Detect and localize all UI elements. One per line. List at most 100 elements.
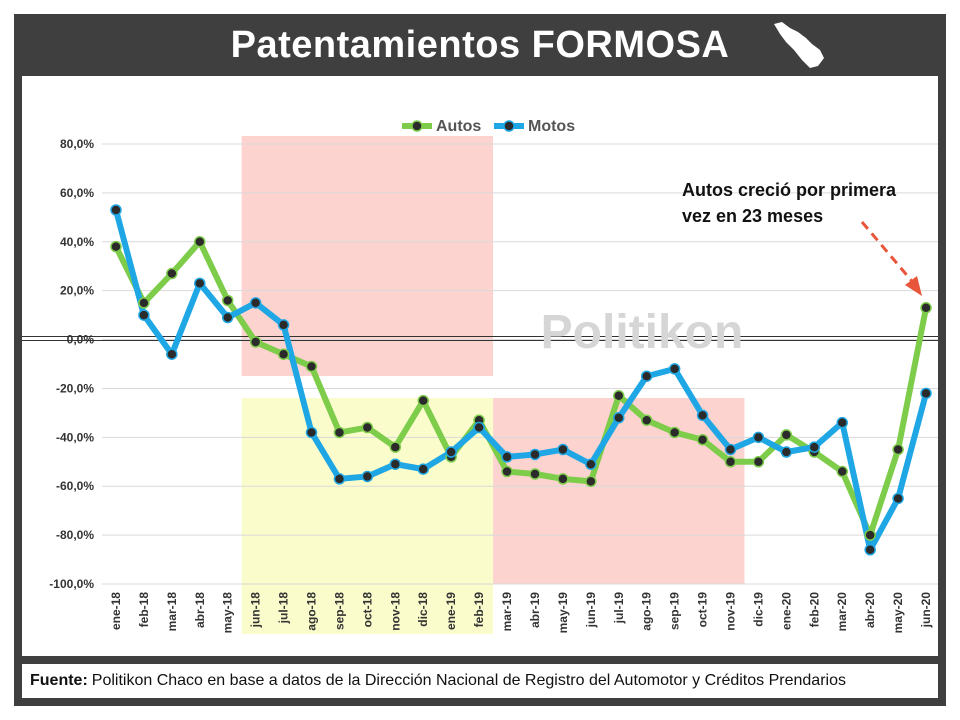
x-tick-label: ene-18 (109, 592, 123, 630)
legend-marker-motos (503, 120, 515, 132)
data-point-motos (389, 458, 402, 470)
data-point-motos (780, 446, 793, 458)
chart-header: Patentamientos FORMOSA (14, 14, 946, 76)
source-text: Politikon Chaco en base a datos de la Di… (91, 672, 846, 689)
x-tick-label: jun-18 (249, 592, 263, 629)
legend-label-motos: Motos (528, 118, 575, 135)
data-point-motos (752, 431, 765, 444)
x-tick-label: may-18 (221, 592, 235, 634)
data-point-autos (417, 394, 429, 407)
data-point-motos (417, 463, 429, 475)
data-point-motos (194, 277, 206, 290)
data-point-motos (920, 387, 932, 400)
x-tick-label: oct-18 (360, 592, 374, 628)
y-tick-label: -40,0% (56, 430, 94, 444)
data-point-autos (640, 414, 653, 426)
data-point-motos (221, 311, 234, 324)
data-point-autos (110, 240, 122, 253)
data-point-autos (920, 302, 932, 314)
data-point-autos (389, 441, 402, 453)
annotation-line-1: Autos creció por primera (682, 180, 897, 200)
data-point-autos (249, 336, 262, 348)
data-point-motos (501, 451, 513, 463)
data-point-autos (892, 443, 904, 456)
x-tick-label: abr-18 (193, 592, 207, 628)
data-point-autos (585, 475, 597, 488)
x-tick-label: sep-19 (668, 592, 682, 630)
annotation-arrow (860, 221, 922, 296)
x-tick-label: abr-19 (528, 592, 542, 628)
x-tick-label: jun-19 (584, 592, 598, 629)
data-point-motos (529, 448, 541, 461)
y-tick-label: 20,0% (60, 284, 94, 298)
data-point-motos (138, 309, 150, 321)
arrow-head (905, 276, 922, 296)
data-point-autos (529, 468, 541, 480)
data-point-autos (138, 297, 150, 309)
y-tick-label: 80,0% (60, 137, 94, 151)
x-tick-label: feb-19 (472, 592, 486, 628)
x-tick-label: oct-19 (696, 592, 710, 628)
watermark-text: Politikon (541, 306, 744, 359)
data-point-motos (864, 544, 876, 556)
data-point-autos (668, 426, 681, 439)
data-point-motos (166, 348, 178, 360)
data-point-motos (585, 458, 597, 470)
data-point-autos (836, 465, 848, 478)
data-point-motos (445, 446, 457, 458)
x-tick-label: feb-20 (807, 592, 821, 628)
page-title: Patentamientos FORMOSA (230, 23, 730, 66)
x-tick-label: mar-19 (500, 592, 514, 632)
data-point-motos (110, 204, 122, 216)
x-tick-label: abr-20 (863, 592, 877, 628)
data-point-autos (305, 360, 318, 373)
y-tick-label: 60,0% (60, 186, 94, 200)
data-point-motos (613, 412, 625, 424)
x-tick-label: jul-18 (277, 592, 291, 625)
data-point-autos (277, 348, 290, 360)
data-point-autos (752, 456, 765, 468)
x-tick-label: jun-20 (919, 592, 933, 629)
y-tick-label: -60,0% (56, 479, 94, 493)
data-point-motos (557, 443, 569, 456)
data-point-autos (501, 465, 513, 478)
x-tick-label: nov-19 (724, 592, 738, 631)
x-tick-label: ago-19 (640, 592, 654, 631)
y-tick-label: 0,0% (67, 333, 95, 347)
data-point-autos (166, 267, 178, 280)
line-chart: -100,0% -80,0% -60,0% -40,0% -20,0% 0,0% 20,0%… (22, 118, 940, 634)
source-label: Fuente: (30, 672, 88, 689)
data-point-autos (696, 434, 709, 446)
data-point-motos (892, 492, 904, 505)
data-point-motos (836, 416, 848, 429)
x-tick-label: ene-20 (779, 592, 793, 630)
formosa-map-icon (774, 22, 824, 68)
annotation-line-2: vez en 23 meses (682, 206, 823, 226)
shaded-band-red-2 (493, 398, 745, 584)
data-point-autos (194, 236, 206, 248)
data-point-autos (864, 529, 876, 541)
data-point-autos (221, 294, 234, 307)
chart-frame: Patentamientos FORMOSA -100,0% -80,0% -60,… (14, 14, 946, 706)
x-tick-label: nov-18 (388, 592, 402, 631)
legend-label-autos: Autos (436, 118, 481, 135)
x-tick-label: ene-19 (444, 592, 458, 630)
data-point-motos (808, 441, 821, 453)
y-tick-label: 40,0% (60, 235, 94, 249)
chart-legend: Autos Motos (402, 118, 575, 135)
y-tick-label: -20,0% (56, 381, 94, 395)
data-point-motos (473, 421, 485, 434)
data-point-autos (780, 429, 793, 441)
y-tick-label: -100,0% (49, 577, 94, 591)
data-point-motos (361, 470, 374, 483)
legend-marker-autos (411, 120, 423, 132)
data-point-autos (724, 456, 737, 468)
data-point-autos (333, 426, 346, 439)
data-point-autos (557, 473, 569, 485)
x-tick-label: may-19 (556, 592, 570, 634)
arrow-shaft (860, 221, 918, 287)
data-point-motos (249, 297, 262, 309)
data-point-motos (668, 363, 681, 375)
x-tick-label: dic-18 (416, 592, 430, 627)
x-tick-label: feb-18 (137, 592, 151, 628)
